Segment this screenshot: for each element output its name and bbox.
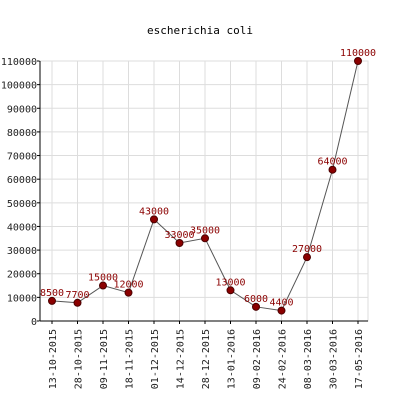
x-tick-label: 17-05-2016: [354, 329, 365, 389]
data-label: 4400: [269, 298, 293, 309]
y-tick-label: 90000: [7, 104, 37, 115]
data-point: [201, 234, 209, 243]
data-point: [150, 215, 158, 224]
x-tick-label: 13-01-2016: [227, 329, 238, 389]
x-tick-label: 30-03-2016: [329, 329, 340, 389]
data-point: [48, 296, 56, 305]
chart-title: escherichia coli: [147, 24, 253, 37]
x-tick-label: 09-02-2016: [252, 329, 263, 389]
data-point: [252, 302, 260, 311]
data-label: 15000: [88, 273, 118, 284]
x-tick-label: 24-02-2016: [278, 329, 289, 389]
data-point: [328, 165, 337, 174]
y-tick-label: 60000: [7, 175, 37, 186]
x-tick-label: 08-03-2016: [303, 329, 314, 389]
x-tick-label: 28-10-2015: [74, 329, 85, 389]
data-label: 13000: [215, 277, 245, 288]
data-label: 27000: [292, 244, 322, 255]
data-point: [354, 57, 362, 65]
x-tick-label: 13-10-2015: [48, 329, 59, 389]
data-label: 110000: [340, 48, 376, 59]
axes: 0 10000 20000 30000 40000 50000 60000 70000 8000…: [1, 57, 369, 389]
data-point: [303, 253, 311, 262]
data-label: 6000: [244, 294, 268, 305]
data-point: [124, 288, 133, 297]
y-tick-label: 30000: [7, 246, 37, 257]
x-tick-label: 18-11-2015: [125, 329, 136, 389]
data-point: [175, 239, 184, 247]
data-label: 35000: [190, 225, 220, 236]
data-label: 8500: [40, 288, 64, 299]
y-tick-label: 10000: [7, 293, 37, 304]
data-label: 7700: [65, 290, 89, 301]
data-label: 12000: [113, 280, 143, 291]
y-tick-label: 50000: [7, 199, 37, 210]
y-tick-label: 80000: [7, 128, 37, 139]
data-points: [48, 57, 362, 315]
data-point: [226, 286, 235, 295]
data-label: 33000: [164, 230, 194, 241]
data-point: [73, 298, 82, 307]
y-tick-label: 20000: [7, 270, 37, 281]
y-tick-label: 40000: [7, 222, 37, 233]
data-label: 43000: [139, 206, 169, 217]
y-tick-label: 110000: [1, 57, 37, 68]
data-point: [277, 306, 286, 315]
data-point: [99, 281, 107, 290]
x-tick-label: 28-12-2015: [201, 329, 212, 389]
y-tick-label: 70000: [7, 152, 37, 163]
data-label: 64000: [317, 157, 347, 168]
x-tick-label: 09-11-2015: [99, 329, 110, 389]
x-tick-label: 14-12-2015: [176, 329, 187, 389]
y-tick-label: 0: [31, 317, 37, 328]
x-tick-label: 01-12-2015: [150, 329, 161, 389]
y-tick-label: 100000: [1, 81, 37, 92]
